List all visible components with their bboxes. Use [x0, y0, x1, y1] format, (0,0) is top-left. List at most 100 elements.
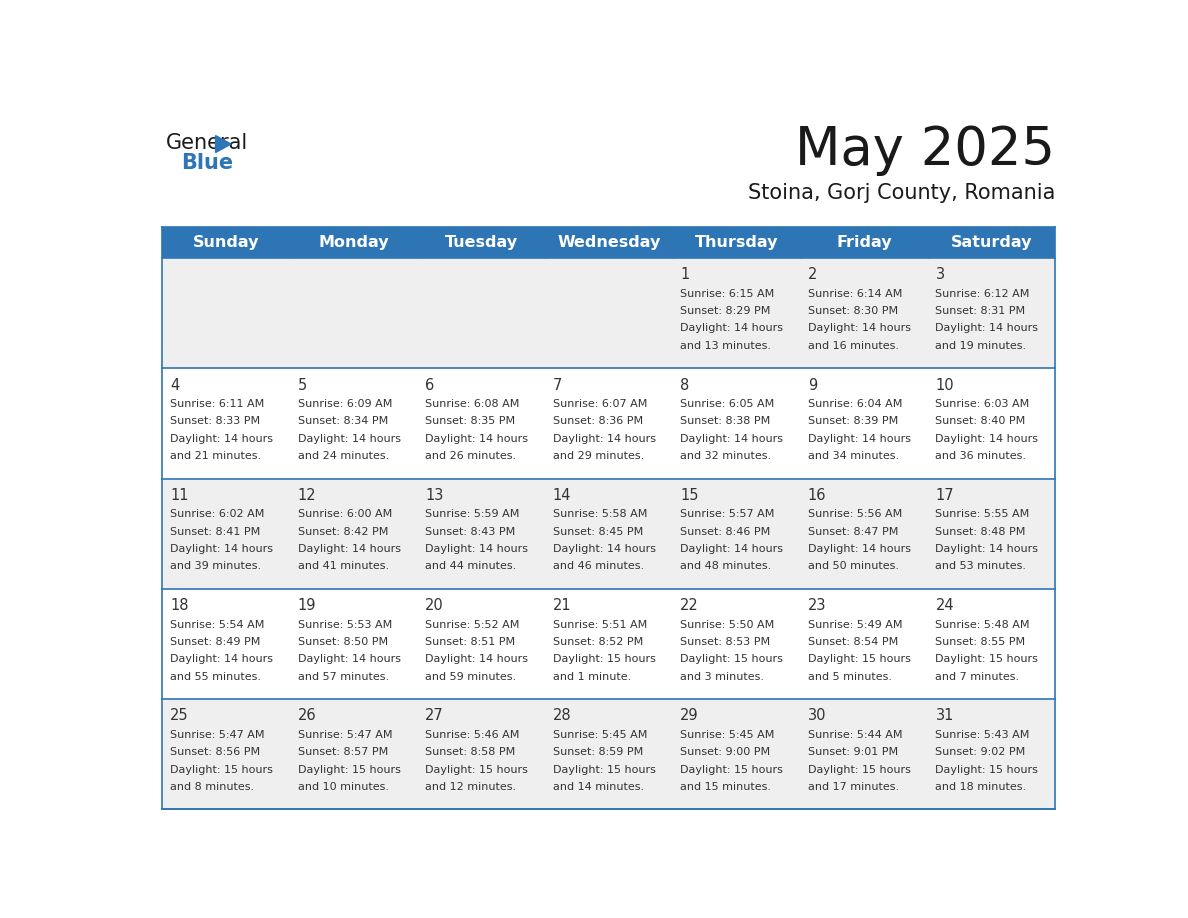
Text: 31: 31 — [935, 709, 954, 723]
Text: Sunset: 8:43 PM: Sunset: 8:43 PM — [425, 527, 516, 537]
Text: 1: 1 — [681, 267, 689, 282]
Text: General: General — [166, 133, 248, 153]
Text: Sunset: 8:52 PM: Sunset: 8:52 PM — [552, 637, 643, 647]
Text: Sunrise: 5:48 AM: Sunrise: 5:48 AM — [935, 620, 1030, 630]
Text: Sunrise: 6:03 AM: Sunrise: 6:03 AM — [935, 399, 1030, 409]
Text: and 18 minutes.: and 18 minutes. — [935, 782, 1026, 792]
Text: and 29 minutes.: and 29 minutes. — [552, 451, 644, 461]
Text: Sunset: 8:49 PM: Sunset: 8:49 PM — [170, 637, 260, 647]
Text: Tuesday: Tuesday — [444, 235, 518, 250]
Text: Monday: Monday — [318, 235, 390, 250]
Text: Daylight: 14 hours: Daylight: 14 hours — [298, 655, 400, 665]
Text: Sunrise: 6:11 AM: Sunrise: 6:11 AM — [170, 399, 265, 409]
Text: 21: 21 — [552, 598, 571, 613]
Text: Daylight: 14 hours: Daylight: 14 hours — [935, 433, 1038, 443]
Text: and 10 minutes.: and 10 minutes. — [298, 782, 388, 792]
Text: Daylight: 14 hours: Daylight: 14 hours — [170, 655, 273, 665]
Text: Daylight: 15 hours: Daylight: 15 hours — [935, 765, 1038, 775]
Text: 6: 6 — [425, 377, 435, 393]
Text: Daylight: 14 hours: Daylight: 14 hours — [552, 544, 656, 554]
Text: Wednesday: Wednesday — [557, 235, 661, 250]
Text: and 59 minutes.: and 59 minutes. — [425, 672, 517, 681]
Text: Sunrise: 6:08 AM: Sunrise: 6:08 AM — [425, 399, 519, 409]
Bar — [163, 699, 1055, 810]
Text: and 34 minutes.: and 34 minutes. — [808, 451, 899, 461]
Text: and 50 minutes.: and 50 minutes. — [808, 561, 899, 571]
Text: Sunrise: 5:44 AM: Sunrise: 5:44 AM — [808, 730, 903, 740]
Text: Sunrise: 5:56 AM: Sunrise: 5:56 AM — [808, 509, 902, 520]
Text: 15: 15 — [681, 487, 699, 503]
Text: Sunrise: 5:59 AM: Sunrise: 5:59 AM — [425, 509, 519, 520]
Bar — [163, 478, 1055, 588]
Text: Daylight: 15 hours: Daylight: 15 hours — [425, 765, 529, 775]
Bar — [163, 227, 290, 258]
Text: 16: 16 — [808, 487, 827, 503]
Text: Sunset: 9:00 PM: Sunset: 9:00 PM — [681, 747, 771, 757]
Text: and 55 minutes.: and 55 minutes. — [170, 672, 261, 681]
Text: Sunrise: 5:57 AM: Sunrise: 5:57 AM — [681, 509, 775, 520]
Text: 10: 10 — [935, 377, 954, 393]
Text: Sunset: 8:33 PM: Sunset: 8:33 PM — [170, 417, 260, 426]
Text: 23: 23 — [808, 598, 827, 613]
Text: Sunrise: 6:12 AM: Sunrise: 6:12 AM — [935, 289, 1030, 298]
Text: Sunrise: 5:50 AM: Sunrise: 5:50 AM — [681, 620, 775, 630]
Text: and 16 minutes.: and 16 minutes. — [808, 341, 899, 351]
Text: Daylight: 15 hours: Daylight: 15 hours — [681, 765, 783, 775]
Text: and 32 minutes.: and 32 minutes. — [681, 451, 771, 461]
Text: Sunrise: 5:53 AM: Sunrise: 5:53 AM — [298, 620, 392, 630]
Bar — [163, 368, 1055, 478]
Text: 7: 7 — [552, 377, 562, 393]
Text: Sunset: 8:55 PM: Sunset: 8:55 PM — [935, 637, 1025, 647]
Text: Daylight: 14 hours: Daylight: 14 hours — [425, 544, 529, 554]
Text: Sunset: 8:31 PM: Sunset: 8:31 PM — [935, 306, 1025, 316]
Text: and 36 minutes.: and 36 minutes. — [935, 451, 1026, 461]
Text: 3: 3 — [935, 267, 944, 282]
Text: Daylight: 14 hours: Daylight: 14 hours — [808, 433, 911, 443]
Text: Saturday: Saturday — [950, 235, 1032, 250]
Text: Sunrise: 5:47 AM: Sunrise: 5:47 AM — [298, 730, 392, 740]
Text: Sunrise: 5:46 AM: Sunrise: 5:46 AM — [425, 730, 519, 740]
Text: and 13 minutes.: and 13 minutes. — [681, 341, 771, 351]
Text: Sunrise: 5:43 AM: Sunrise: 5:43 AM — [935, 730, 1030, 740]
Text: Sunrise: 6:14 AM: Sunrise: 6:14 AM — [808, 289, 903, 298]
Text: Sunset: 8:29 PM: Sunset: 8:29 PM — [681, 306, 771, 316]
Text: Daylight: 15 hours: Daylight: 15 hours — [552, 765, 656, 775]
Text: Sunset: 8:45 PM: Sunset: 8:45 PM — [552, 527, 643, 537]
Text: and 3 minutes.: and 3 minutes. — [681, 672, 764, 681]
Text: and 1 minute.: and 1 minute. — [552, 672, 631, 681]
Text: and 44 minutes.: and 44 minutes. — [425, 561, 517, 571]
Text: 12: 12 — [298, 487, 316, 503]
Text: 27: 27 — [425, 709, 444, 723]
Text: Daylight: 14 hours: Daylight: 14 hours — [935, 323, 1038, 333]
Text: 26: 26 — [298, 709, 316, 723]
Text: Sunrise: 5:52 AM: Sunrise: 5:52 AM — [425, 620, 519, 630]
Text: Sunset: 8:56 PM: Sunset: 8:56 PM — [170, 747, 260, 757]
Text: May 2025: May 2025 — [795, 124, 1055, 176]
Text: Sunset: 8:38 PM: Sunset: 8:38 PM — [681, 417, 771, 426]
Text: and 12 minutes.: and 12 minutes. — [425, 782, 517, 792]
Text: and 53 minutes.: and 53 minutes. — [935, 561, 1026, 571]
Text: Daylight: 14 hours: Daylight: 14 hours — [425, 655, 529, 665]
Text: 5: 5 — [298, 377, 307, 393]
Text: Sunrise: 6:15 AM: Sunrise: 6:15 AM — [681, 289, 775, 298]
Text: Sunset: 8:34 PM: Sunset: 8:34 PM — [298, 417, 388, 426]
Text: and 8 minutes.: and 8 minutes. — [170, 782, 254, 792]
Text: 17: 17 — [935, 487, 954, 503]
Text: Sunrise: 5:45 AM: Sunrise: 5:45 AM — [552, 730, 647, 740]
Text: Sunset: 8:50 PM: Sunset: 8:50 PM — [298, 637, 387, 647]
Text: Sunset: 8:54 PM: Sunset: 8:54 PM — [808, 637, 898, 647]
Text: Daylight: 15 hours: Daylight: 15 hours — [808, 655, 911, 665]
Text: 2: 2 — [808, 267, 817, 282]
Text: and 7 minutes.: and 7 minutes. — [935, 672, 1019, 681]
Text: 24: 24 — [935, 598, 954, 613]
Text: Sunday: Sunday — [192, 235, 259, 250]
Text: Daylight: 14 hours: Daylight: 14 hours — [170, 433, 273, 443]
Text: Daylight: 14 hours: Daylight: 14 hours — [298, 544, 400, 554]
Text: Sunrise: 5:49 AM: Sunrise: 5:49 AM — [808, 620, 903, 630]
Text: Thursday: Thursday — [695, 235, 778, 250]
Text: Sunset: 8:48 PM: Sunset: 8:48 PM — [935, 527, 1025, 537]
Text: Sunset: 8:58 PM: Sunset: 8:58 PM — [425, 747, 516, 757]
Text: 29: 29 — [681, 709, 699, 723]
Text: Daylight: 14 hours: Daylight: 14 hours — [681, 433, 783, 443]
Text: Sunrise: 6:09 AM: Sunrise: 6:09 AM — [298, 399, 392, 409]
